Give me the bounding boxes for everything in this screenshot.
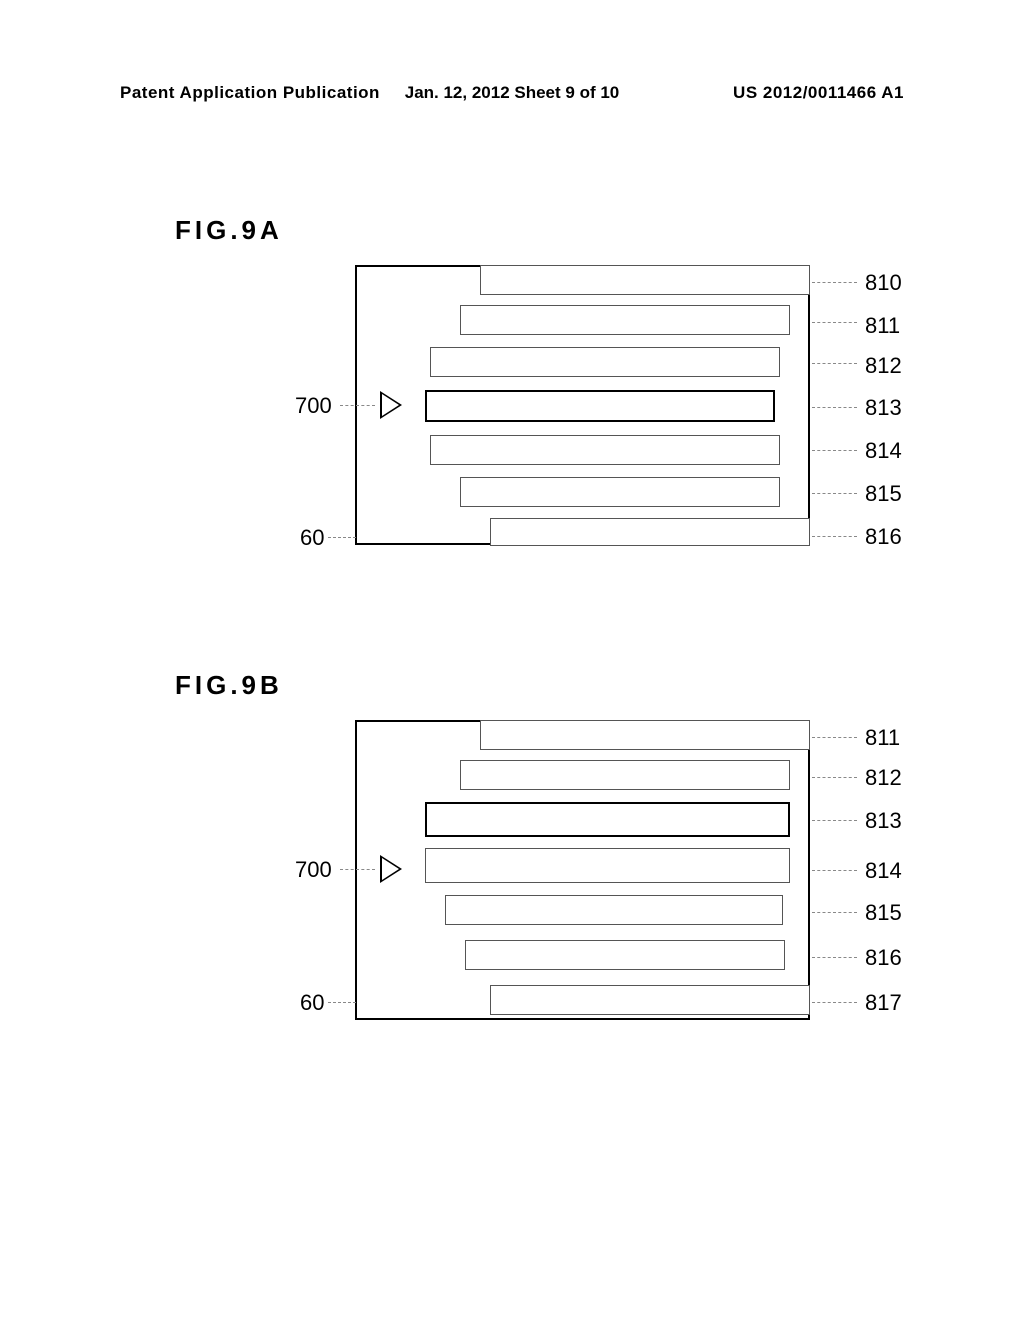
fig-a-right-leader-3	[812, 407, 857, 408]
fig-b-right-leader-6	[812, 1002, 857, 1003]
fig-a-right-label-0: 810	[865, 270, 902, 296]
fig-b-frame-leader	[328, 1002, 356, 1003]
fig-b-frame-label: 60	[300, 990, 324, 1016]
fig-a-right-leader-2	[812, 363, 857, 364]
fig-a-row-6	[490, 518, 810, 546]
fig-a-right-leader-4	[812, 450, 857, 451]
header-date-sheet: Jan. 12, 2012 Sheet 9 of 10	[405, 83, 620, 103]
fig-a-pointer-icon	[380, 391, 402, 419]
fig-a-right-label-1: 811	[865, 313, 900, 339]
fig-b-row-2	[425, 802, 790, 837]
fig-b-row-0	[480, 720, 810, 750]
fig-b-right-label-0: 811	[865, 725, 900, 751]
fig-a-frame-label: 60	[300, 525, 324, 551]
fig-b-right-leader-0	[812, 737, 857, 738]
fig-b-right-label-1: 812	[865, 765, 902, 791]
fig-a-right-label-4: 814	[865, 438, 902, 464]
fig-b-right-leader-2	[812, 820, 857, 821]
fig-a-row-3	[425, 390, 775, 422]
fig-a-right-leader-6	[812, 536, 857, 537]
fig-b-right-label-2: 813	[865, 808, 902, 834]
fig-a-right-leader-1	[812, 322, 857, 323]
fig-a-row-5	[460, 477, 780, 507]
fig-a-right-label-5: 815	[865, 481, 902, 507]
fig-b-pointer-label: 700	[295, 857, 332, 883]
fig-b-right-leader-4	[812, 912, 857, 913]
header-patent-number: US 2012/0011466 A1	[733, 83, 904, 103]
fig-b-row-1	[460, 760, 790, 790]
header-publication: Patent Application Publication	[120, 83, 380, 103]
fig-a-right-label-6: 816	[865, 524, 902, 550]
fig-b-right-leader-5	[812, 957, 857, 958]
fig-a-row-0	[480, 265, 810, 295]
fig-a-right-label-2: 812	[865, 353, 902, 379]
figure-b-title: FIG.9B	[175, 670, 283, 701]
fig-b-row-5	[465, 940, 785, 970]
fig-a-right-leader-0	[812, 282, 857, 283]
fig-b-pointer-leader	[340, 869, 375, 870]
fig-b-pointer-icon	[380, 855, 402, 883]
fig-b-right-leader-3	[812, 870, 857, 871]
fig-a-pointer-leader	[340, 405, 375, 406]
figure-a-title: FIG.9A	[175, 215, 283, 246]
fig-b-right-label-5: 816	[865, 945, 902, 971]
fig-a-right-label-3: 813	[865, 395, 902, 421]
fig-b-row-3	[425, 848, 790, 883]
fig-b-right-label-3: 814	[865, 858, 902, 884]
fig-b-row-4	[445, 895, 783, 925]
fig-a-row-2	[430, 347, 780, 377]
fig-a-row-4	[430, 435, 780, 465]
fig-b-right-leader-1	[812, 777, 857, 778]
fig-b-row-6	[490, 985, 810, 1015]
fig-a-right-leader-5	[812, 493, 857, 494]
fig-b-right-label-6: 817	[865, 990, 902, 1016]
fig-a-row-1	[460, 305, 790, 335]
fig-a-pointer-label: 700	[295, 393, 332, 419]
fig-b-right-label-4: 815	[865, 900, 902, 926]
fig-a-frame-leader	[328, 537, 356, 538]
